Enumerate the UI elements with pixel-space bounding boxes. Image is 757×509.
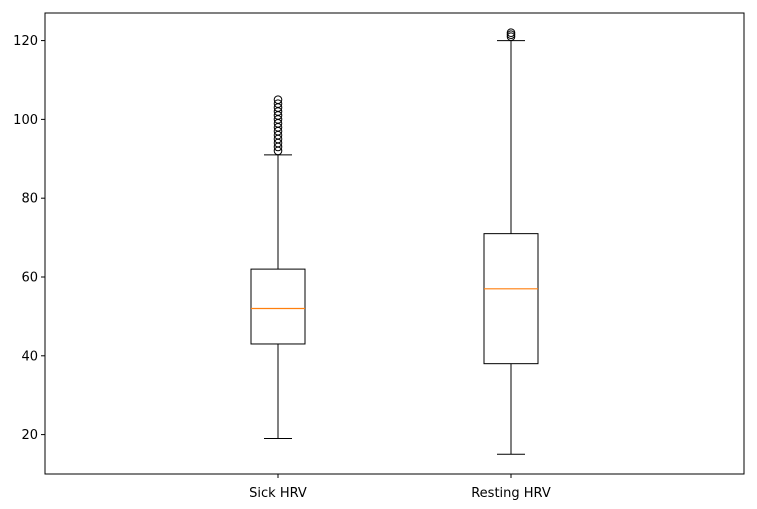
box-group [483,28,539,455]
outlier-point [506,28,516,38]
x-tick-label: Resting HRV [471,486,551,501]
y-tick-label: 80 [21,192,38,207]
iqr-box [483,233,539,365]
y-tick-label: 120 [13,34,38,49]
boxes [250,28,539,455]
y-axis: 20 40 60 80 100 120 [13,34,45,443]
y-tick-label: 60 [21,270,38,285]
x-tick-label: Sick HRV [249,486,307,501]
iqr-box [250,268,306,345]
box-group [250,95,306,440]
y-tick-label: 100 [13,113,38,128]
outlier-point [273,99,283,108]
y-tick-label: 20 [21,428,38,443]
outlier-point [273,95,283,104]
x-axis: Sick HRV Resting HRV [249,474,551,501]
plot-area [44,12,745,475]
y-tick-label: 40 [21,349,38,364]
